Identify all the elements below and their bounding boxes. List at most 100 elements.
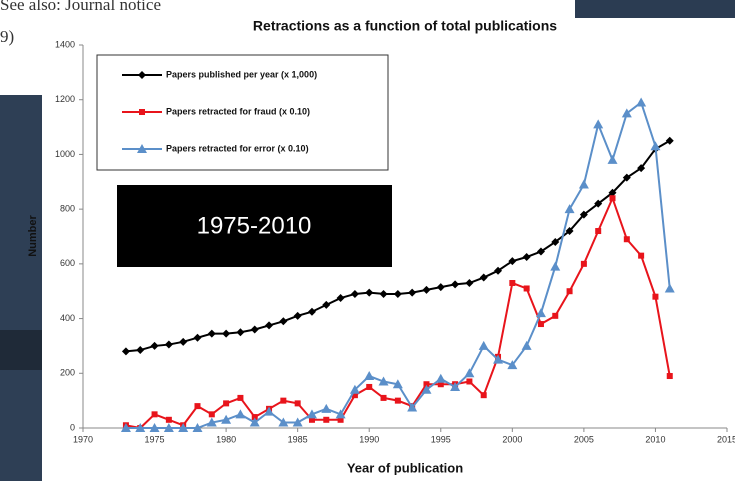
y-tick-label: 600: [60, 258, 75, 268]
point: [192, 423, 203, 432]
point: [337, 416, 344, 423]
y-tick-label: 1200: [55, 94, 75, 104]
point: [194, 403, 201, 410]
chart-title: Retractions as a function of total publi…: [253, 18, 557, 34]
point: [507, 360, 518, 370]
point: [237, 394, 244, 401]
point: [165, 416, 172, 423]
point: [206, 417, 217, 427]
point: [436, 283, 445, 292]
overlay-box: [117, 185, 392, 267]
point: [349, 384, 360, 394]
point: [364, 371, 375, 381]
point: [222, 329, 231, 338]
point: [536, 247, 545, 256]
point: [179, 337, 188, 346]
point: [150, 341, 159, 350]
point: [394, 397, 401, 404]
point: [136, 346, 145, 355]
point: [509, 280, 516, 287]
point: [665, 136, 674, 145]
point: [223, 400, 230, 407]
point: [250, 325, 259, 334]
point: [207, 329, 216, 338]
background-text: 9): [0, 27, 14, 46]
point: [623, 236, 630, 243]
point: [480, 392, 487, 399]
point: [407, 402, 418, 412]
y-tick-label: 800: [60, 204, 75, 214]
point: [450, 381, 461, 391]
point: [335, 409, 346, 419]
point: [579, 210, 588, 219]
point: [278, 417, 289, 427]
point: [236, 328, 245, 337]
point: [323, 416, 330, 423]
point: [421, 384, 432, 394]
point: [365, 288, 374, 297]
point: [163, 423, 174, 432]
point: [307, 307, 316, 316]
point: [535, 308, 546, 318]
point: [121, 347, 130, 356]
point: [408, 288, 417, 297]
point: [609, 195, 616, 202]
point: [380, 394, 387, 401]
point: [120, 423, 131, 432]
x-tick-label: 2005: [574, 434, 594, 444]
point: [652, 293, 659, 300]
point: [552, 312, 559, 319]
y-tick-label: 400: [60, 313, 75, 323]
point: [522, 253, 531, 262]
background-panel: [0, 95, 42, 481]
point: [366, 383, 373, 390]
point: [423, 381, 430, 388]
legend-marker: [138, 71, 146, 79]
point: [564, 204, 575, 214]
y-tick-label: 0: [70, 422, 75, 432]
x-tick-label: 1970: [73, 434, 93, 444]
point: [621, 108, 632, 118]
point: [208, 411, 215, 418]
point: [279, 317, 288, 326]
point: [193, 333, 202, 342]
point: [249, 417, 260, 427]
point: [336, 294, 345, 303]
background-panel: [575, 0, 735, 18]
point: [164, 340, 173, 349]
point: [638, 252, 645, 259]
overlay-label: 1975-2010: [197, 212, 312, 239]
y-tick-label: 1400: [55, 39, 75, 49]
point: [306, 409, 317, 419]
y-tick-label: 200: [60, 368, 75, 378]
point: [494, 266, 503, 275]
point: [664, 283, 675, 293]
point: [521, 340, 532, 350]
point: [508, 257, 517, 266]
point: [464, 368, 475, 378]
y-tick-label: 1000: [55, 149, 75, 159]
point: [322, 300, 331, 309]
point: [565, 227, 574, 236]
point: [351, 392, 358, 399]
point: [321, 403, 332, 413]
point: [308, 416, 315, 423]
point: [478, 340, 489, 350]
point: [264, 406, 275, 416]
point: [578, 179, 589, 189]
point: [151, 411, 158, 418]
point: [593, 119, 604, 129]
point: [479, 273, 488, 282]
point: [566, 288, 573, 295]
point: [607, 154, 618, 164]
y-axis-label: Number: [27, 215, 39, 257]
point: [392, 379, 403, 389]
point: [221, 414, 232, 424]
point: [235, 409, 246, 419]
point: [292, 417, 303, 427]
point: [493, 354, 504, 364]
point: [350, 289, 359, 298]
x-tick-label: 1985: [288, 434, 308, 444]
x-axis-label: Year of publication: [347, 460, 463, 475]
